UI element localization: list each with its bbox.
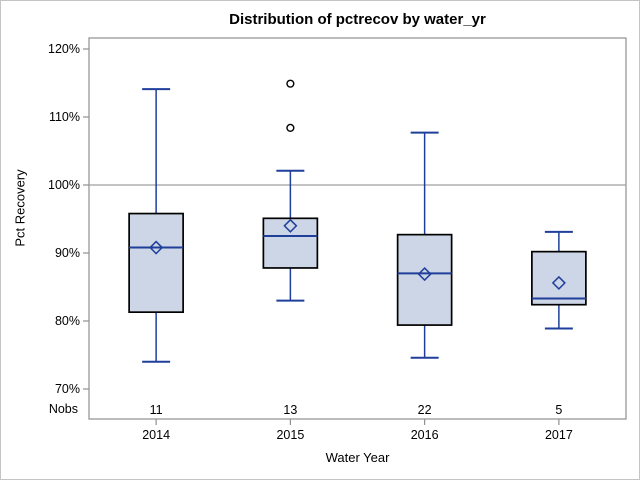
nobs-row-label: Nobs <box>48 402 78 416</box>
y-tick-label: 100% <box>48 178 80 192</box>
x-axis-title: Water Year <box>325 450 390 465</box>
mean-diamond-marker <box>551 275 566 290</box>
box-2015 <box>262 217 319 269</box>
x-tick-label: 2016 <box>411 428 439 442</box>
x-tick-label: 2014 <box>142 428 170 442</box>
y-tick-label: 70% <box>55 382 80 396</box>
box-2014 <box>128 212 184 314</box>
outlier-circle <box>286 123 295 132</box>
y-tick-label: 80% <box>55 314 80 328</box>
y-tick-label: 120% <box>48 42 80 56</box>
chart-title: Distribution of pctrecov by water_yr <box>229 11 486 28</box>
outlier-circle <box>286 79 295 88</box>
box-2017 <box>531 250 587 306</box>
nobs-value: 11 <box>150 403 163 417</box>
y-tick-label: 110% <box>49 110 80 124</box>
y-tick-label: 90% <box>55 246 80 260</box>
plot-area-border <box>88 37 627 420</box>
mean-diamond-marker <box>417 267 432 282</box>
nobs-value: 5 <box>555 403 562 417</box>
nobs-value: 22 <box>418 403 432 417</box>
mean-diamond-marker <box>283 218 298 233</box>
nobs-value: 13 <box>283 403 297 417</box>
mean-diamond-marker <box>149 240 164 255</box>
x-tick-label: 2015 <box>276 428 304 442</box>
x-tick-label: 2017 <box>545 428 573 442</box>
